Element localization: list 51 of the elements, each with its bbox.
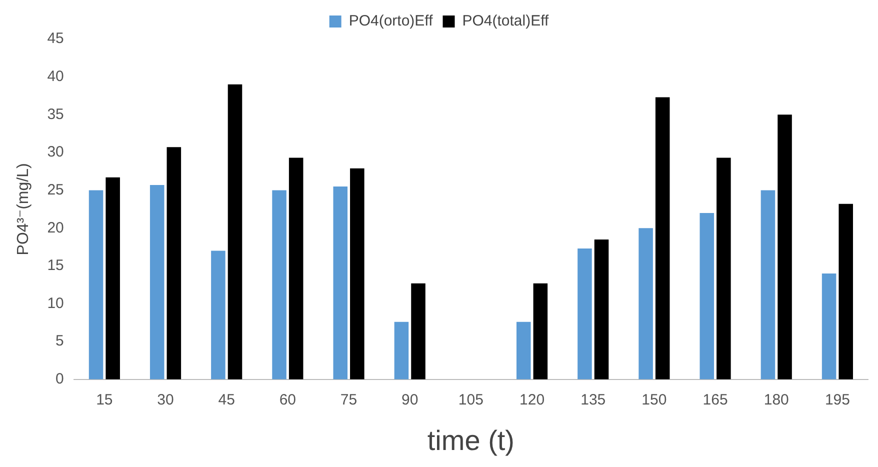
x-tick-label: 180 bbox=[764, 392, 789, 409]
y-tick-label: 45 bbox=[47, 30, 64, 48]
bar bbox=[822, 274, 836, 380]
legend-label: PO4(orto)Eff bbox=[348, 12, 434, 30]
y-tick-label: 35 bbox=[47, 106, 64, 123]
bar bbox=[638, 228, 653, 380]
legend-label: PO4(total)Eff bbox=[462, 12, 550, 30]
bar bbox=[150, 184, 164, 380]
x-tick-label: 150 bbox=[642, 392, 667, 409]
bar bbox=[272, 190, 286, 380]
bar bbox=[228, 84, 242, 380]
x-tick-label: 165 bbox=[702, 392, 728, 409]
x-axis-title: time (t) bbox=[427, 424, 514, 456]
bar bbox=[533, 283, 548, 380]
x-tick-label: 105 bbox=[458, 392, 484, 409]
x-tick-label: 135 bbox=[580, 392, 606, 409]
bar bbox=[655, 97, 670, 380]
bar bbox=[394, 322, 409, 380]
bar bbox=[288, 158, 304, 380]
bar bbox=[778, 114, 792, 380]
bar bbox=[838, 204, 853, 380]
y-tick-label: 10 bbox=[47, 294, 64, 312]
bar bbox=[350, 168, 364, 380]
y-tick-label: 40 bbox=[47, 68, 64, 85]
bar bbox=[333, 186, 348, 380]
bar bbox=[716, 158, 731, 380]
y-tick-label: 0 bbox=[56, 370, 64, 388]
y-axis-title: PO4³⁻(mg/L) bbox=[15, 163, 32, 256]
x-tick-label: 120 bbox=[520, 392, 545, 409]
bar bbox=[88, 190, 104, 380]
bar bbox=[760, 190, 776, 380]
x-tick-label: 195 bbox=[824, 392, 850, 409]
x-tick-label: 60 bbox=[279, 392, 296, 409]
x-tick-label: 75 bbox=[340, 392, 358, 409]
y-tick-label: 25 bbox=[47, 181, 64, 198]
bar bbox=[516, 322, 531, 380]
bar bbox=[578, 248, 592, 380]
bar bbox=[166, 147, 182, 380]
bar bbox=[594, 239, 609, 380]
y-tick-label: 20 bbox=[47, 219, 64, 236]
y-tick-label: 5 bbox=[56, 332, 64, 350]
x-tick-label: 45 bbox=[218, 392, 235, 409]
bar bbox=[700, 212, 714, 380]
x-tick-label: 15 bbox=[96, 392, 113, 409]
bar bbox=[106, 177, 120, 380]
bar bbox=[211, 250, 226, 380]
bar bbox=[411, 283, 426, 380]
x-tick-label: 90 bbox=[402, 392, 418, 409]
y-tick-label: 15 bbox=[47, 257, 64, 274]
y-tick-label: 30 bbox=[47, 144, 64, 161]
x-tick-label: 30 bbox=[157, 392, 174, 409]
